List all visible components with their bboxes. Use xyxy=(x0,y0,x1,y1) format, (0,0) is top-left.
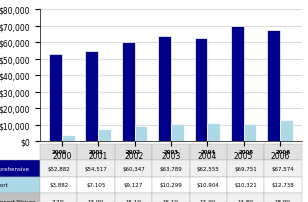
Bar xyxy=(135,126,147,141)
Bar xyxy=(86,52,98,141)
Bar xyxy=(49,55,62,141)
Bar xyxy=(280,121,293,141)
Bar xyxy=(231,27,244,141)
Bar xyxy=(171,124,184,141)
Bar xyxy=(195,39,207,141)
Bar xyxy=(98,130,111,141)
Bar xyxy=(207,123,220,141)
Bar xyxy=(122,42,135,141)
Bar xyxy=(244,124,256,141)
Bar xyxy=(62,135,75,141)
Bar xyxy=(158,37,171,141)
Bar xyxy=(267,31,280,141)
